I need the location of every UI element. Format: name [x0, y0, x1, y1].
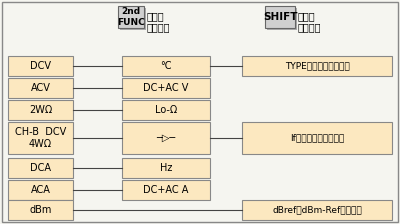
- Text: Hz: Hz: [160, 163, 172, 173]
- Text: Lo-Ω: Lo-Ω: [155, 105, 177, 115]
- Text: SHIFT: SHIFT: [263, 12, 297, 22]
- Bar: [8, 158, 73, 178]
- Text: ACV: ACV: [30, 83, 50, 93]
- Text: 2WΩ: 2WΩ: [29, 105, 52, 115]
- Bar: [8, 56, 73, 76]
- Bar: [122, 56, 210, 76]
- Bar: [8, 200, 73, 220]
- Bar: [118, 6, 144, 28]
- Text: If（測定電流の選択）: If（測定電流の選択）: [290, 134, 344, 142]
- Text: TYPE（熱電対の選択）: TYPE（熱電対の選択）: [285, 62, 349, 71]
- Text: dBref（dBm-Refの選択）: dBref（dBm-Refの選択）: [272, 205, 362, 215]
- Text: DC+AC A: DC+AC A: [143, 185, 189, 195]
- Bar: [122, 158, 210, 178]
- Bar: [242, 200, 392, 220]
- Text: ─▷─: ─▷─: [156, 133, 176, 143]
- Text: 2nd
FUNC: 2nd FUNC: [117, 7, 145, 27]
- Text: ACA: ACA: [30, 185, 50, 195]
- Bar: [122, 100, 210, 120]
- Bar: [122, 122, 210, 154]
- Bar: [8, 122, 73, 154]
- Text: DCV: DCV: [30, 61, 51, 71]
- Text: °C: °C: [160, 61, 172, 71]
- Text: CH-B  DCV
4WΩ: CH-B DCV 4WΩ: [15, 127, 66, 149]
- Text: キーを
プッシュ: キーを プッシュ: [147, 11, 170, 33]
- Bar: [8, 100, 73, 120]
- Bar: [122, 78, 210, 98]
- Bar: [8, 78, 73, 98]
- Bar: [242, 122, 392, 154]
- Bar: [122, 180, 210, 200]
- Text: dBm: dBm: [29, 205, 52, 215]
- Bar: [8, 180, 73, 200]
- Text: DCA: DCA: [30, 163, 51, 173]
- Text: DC+AC V: DC+AC V: [143, 83, 189, 93]
- Bar: [265, 6, 295, 28]
- Bar: [267, 8, 297, 30]
- Bar: [120, 8, 146, 30]
- Text: キーを
プッシュ: キーを プッシュ: [298, 11, 322, 33]
- Bar: [242, 56, 392, 76]
